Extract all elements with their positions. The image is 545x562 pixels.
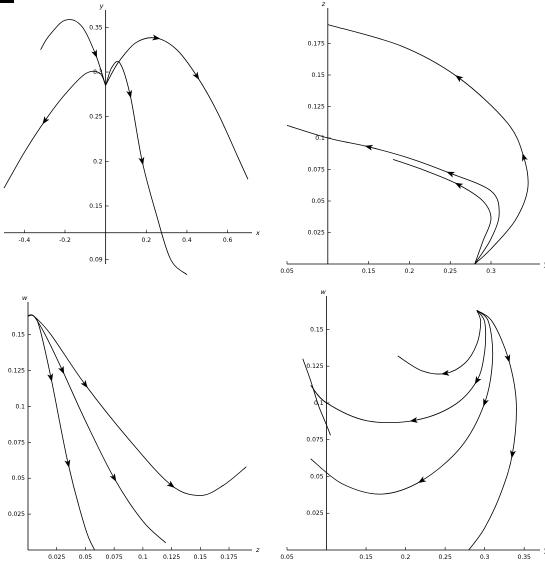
x-axis-label: z bbox=[255, 546, 260, 554]
trajectory-1 bbox=[397, 310, 482, 375]
trajectory-4 bbox=[468, 309, 517, 551]
arrow-1-2 bbox=[64, 459, 71, 468]
arrow-3-1 bbox=[483, 398, 489, 407]
x-tick-label-0-25: 0.25 bbox=[444, 268, 458, 275]
trajectory-5 bbox=[302, 358, 331, 436]
x-tick-label-0-15: 0.15 bbox=[359, 554, 373, 561]
arrow-4-1 bbox=[126, 89, 133, 99]
arrow-3-2 bbox=[166, 480, 175, 488]
arrow-2-1 bbox=[152, 34, 161, 41]
y-tick-label-0-125: 0.125 bbox=[8, 368, 25, 375]
y-tick-label-0-2: 0.2 bbox=[93, 158, 103, 165]
x-tick-label--0-4: -0.4 bbox=[18, 237, 30, 244]
y-tick-label-0-05: 0.05 bbox=[12, 475, 26, 482]
trajectory-3 bbox=[27, 314, 247, 496]
x-axis-label: y bbox=[543, 260, 545, 268]
x-axis-label: y bbox=[543, 546, 545, 554]
x-axis-label: x bbox=[255, 229, 260, 237]
panel-y-w: 0.05 0.15 0.2 0.25 0.3 0.35 0.025 0.05 0.075 0.1 0… bbox=[280, 288, 545, 561]
x-tick-label-0-2: 0.2 bbox=[405, 268, 415, 275]
y-tick-label-0-25: 0.25 bbox=[89, 114, 103, 121]
arrow-2-2 bbox=[192, 71, 200, 80]
arrow-3-2 bbox=[417, 476, 427, 483]
x-tick-label-0-15: 0.15 bbox=[362, 268, 376, 275]
x-tick-label-0-2: 0.2 bbox=[401, 554, 411, 561]
arrow-1-1 bbox=[47, 373, 54, 382]
panel-x-y: -0.4 -0.2 0.2 0.4 0.60.090.150.20.250.30.35x… bbox=[3, 2, 260, 276]
x-tick-label-0-05: 0.05 bbox=[280, 268, 294, 275]
x-tick-label-0-05: 0.05 bbox=[79, 554, 93, 561]
trajectory-2 bbox=[286, 125, 500, 265]
arrow-4-1 bbox=[504, 354, 511, 363]
x-tick-label-0-1: 0.1 bbox=[138, 554, 148, 561]
y-tick-label-0-15: 0.15 bbox=[310, 326, 324, 333]
x-tick-label-0-175: 0.175 bbox=[220, 554, 237, 561]
y-axis-label: y bbox=[99, 2, 104, 10]
arrow-3-1 bbox=[80, 379, 88, 389]
y-tick-label-0-05: 0.05 bbox=[311, 198, 325, 205]
y-tick-label-0-09: 0.09 bbox=[89, 257, 103, 264]
x-tick-label-0-25: 0.25 bbox=[438, 554, 452, 561]
arrow-1-1 bbox=[522, 153, 528, 162]
corner-mark bbox=[0, 0, 14, 3]
y-tick-label-0-025: 0.025 bbox=[306, 510, 323, 517]
y-tick-label-0-075: 0.075 bbox=[308, 167, 325, 174]
arrow-4-2 bbox=[138, 156, 145, 166]
y-tick-label-0-15: 0.15 bbox=[89, 203, 103, 210]
trajectory-2 bbox=[105, 37, 249, 180]
y-tick-label-0-15: 0.15 bbox=[311, 72, 325, 79]
x-tick-label--0-2: -0.2 bbox=[59, 237, 71, 244]
trajectory-2 bbox=[27, 314, 167, 544]
y-tick-label-0-075: 0.075 bbox=[306, 437, 323, 444]
x-tick-label-0-125: 0.125 bbox=[163, 554, 180, 561]
y-tick-label-0-125: 0.125 bbox=[306, 363, 323, 370]
arrow-1-1 bbox=[441, 369, 450, 376]
y-axis-label: w bbox=[22, 294, 28, 302]
y-tick-label-0-125: 0.125 bbox=[308, 104, 325, 111]
arrow-2-1 bbox=[446, 171, 456, 178]
arrow-3-1 bbox=[91, 49, 98, 58]
panel-z-w: 0.025 0.05 0.075 0.1 0.125 0.15 0.175 0.025 0.05… bbox=[8, 294, 260, 561]
arrow-1-1 bbox=[42, 116, 50, 125]
arrow-1-2 bbox=[455, 75, 464, 83]
x-tick-label-0-4: 0.4 bbox=[182, 237, 192, 244]
trajectory-4 bbox=[105, 60, 188, 276]
arrow-2-2 bbox=[409, 416, 418, 423]
trajectory-3 bbox=[392, 159, 492, 265]
panel-y-z: 0.05 0.15 0.2 0.25 0.3 0.025 0.05 0.075 0.1 0.125… bbox=[280, 0, 545, 275]
x-tick-label-0-15: 0.15 bbox=[194, 554, 208, 561]
x-tick-label-0-3: 0.3 bbox=[486, 268, 496, 275]
y-axis-label: z bbox=[321, 0, 326, 8]
arrow-2-1 bbox=[474, 375, 482, 385]
trajectory-1 bbox=[3, 70, 106, 189]
y-tick-label-0-35: 0.35 bbox=[89, 24, 103, 31]
trajectory-2 bbox=[310, 310, 487, 423]
trajectory-3 bbox=[310, 309, 494, 495]
arrow-2-1 bbox=[58, 365, 65, 375]
y-axis-label: w bbox=[321, 288, 327, 296]
x-tick-label-0-05: 0.05 bbox=[280, 554, 294, 561]
y-tick-label-0-15: 0.15 bbox=[12, 332, 26, 339]
y-tick-label-0-1: 0.1 bbox=[15, 403, 25, 410]
x-tick-label-0-075: 0.075 bbox=[106, 554, 123, 561]
y-tick-label-0-025: 0.025 bbox=[8, 511, 25, 518]
arrow-2-2 bbox=[109, 473, 117, 482]
arrow-3-1 bbox=[454, 182, 464, 190]
x-tick-label-0-6: 0.6 bbox=[223, 237, 233, 244]
arrow-2-2 bbox=[364, 144, 374, 151]
arrow-4-2 bbox=[510, 449, 516, 459]
y-tick-label-0-05: 0.05 bbox=[310, 473, 324, 480]
x-tick-label-0-35: 0.35 bbox=[518, 554, 532, 561]
x-tick-label-0-025: 0.025 bbox=[48, 554, 65, 561]
y-tick-label-0-1: 0.1 bbox=[315, 135, 325, 142]
y-tick-label-0-025: 0.025 bbox=[308, 230, 325, 237]
x-tick-label-0-2: 0.2 bbox=[142, 237, 152, 244]
y-tick-label-0-175: 0.175 bbox=[308, 41, 325, 48]
x-tick-label-0-3: 0.3 bbox=[480, 554, 490, 561]
y-tick-label-0-1: 0.1 bbox=[314, 400, 324, 407]
y-tick-label-0-075: 0.075 bbox=[8, 439, 25, 446]
